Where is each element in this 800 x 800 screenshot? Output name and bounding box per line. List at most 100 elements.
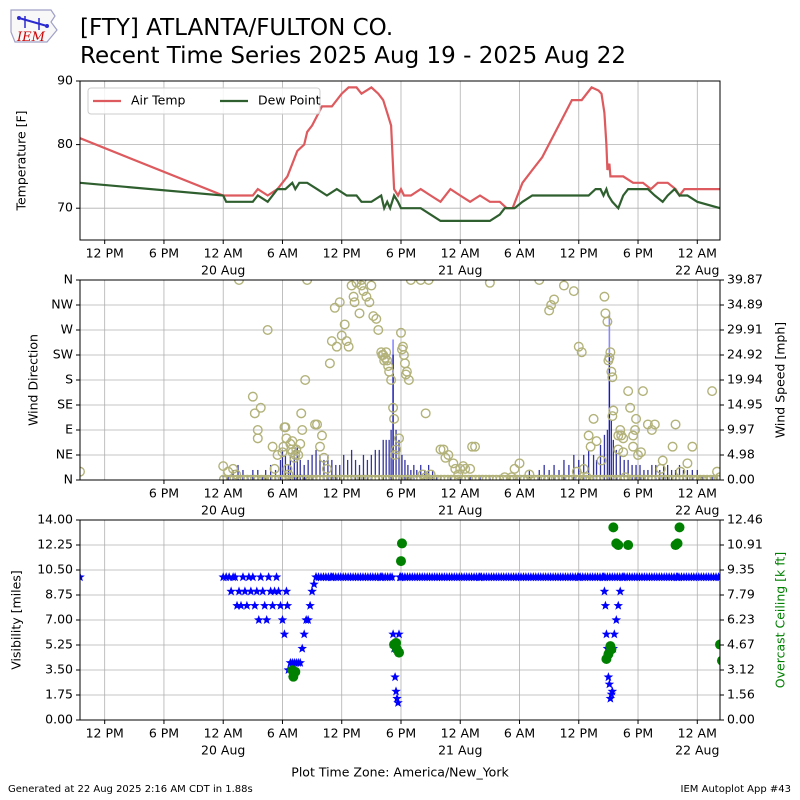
wind-direction-point	[386, 375, 397, 386]
y2-tick-label: 19.94	[727, 372, 763, 387]
visibility-point	[269, 586, 280, 596]
visibility-point	[327, 572, 337, 582]
wind-direction-point	[448, 458, 459, 469]
wind-direction-point	[616, 430, 627, 441]
wind-direction-point	[231, 469, 242, 480]
wind-direction-point	[420, 408, 431, 419]
visibility-point	[599, 586, 610, 596]
visibility-point	[244, 572, 254, 582]
wind-direction-point	[356, 280, 367, 291]
overcast-ceiling-point	[396, 538, 407, 549]
x-tick-label: 12 AM	[441, 486, 480, 501]
wind-direction-point	[383, 361, 394, 372]
wind-direction-point	[331, 341, 342, 352]
logo-text: IEM	[16, 30, 46, 45]
wind-direction-point	[390, 450, 401, 461]
wind-direction-point	[499, 472, 510, 480]
visibility-point	[376, 572, 386, 582]
visibility-point	[232, 600, 242, 610]
visibility-point	[715, 572, 720, 582]
wind-direction-point	[262, 325, 273, 336]
wind-direction-point	[366, 280, 377, 291]
wind-direction-point	[339, 319, 350, 330]
y-tick-label: 80	[57, 136, 73, 151]
visibility-point	[80, 572, 85, 582]
wind-direction-point	[628, 441, 639, 452]
wind-direction-point	[249, 408, 260, 419]
visibility-point	[605, 693, 616, 703]
x-tick-label: 12 AM	[204, 486, 243, 501]
overcast-ceiling-point	[715, 639, 720, 650]
legend-box	[87, 87, 321, 115]
visibility-point	[615, 586, 625, 596]
visibility-point	[240, 586, 250, 596]
x-axis-label-timezone: Plot Time Zone: America/New_York	[291, 765, 509, 780]
x-tick-sublabel: 22 Aug	[675, 263, 719, 278]
wind-direction-point	[255, 402, 266, 413]
wind-direction-point	[613, 444, 624, 455]
wind-direction-point	[218, 461, 229, 472]
x-tick-label: 6 PM	[386, 726, 416, 741]
x-tick-label: 12 AM	[678, 246, 717, 261]
visibility-point	[388, 629, 398, 639]
wind-direction-point	[368, 311, 379, 322]
visibility-point	[242, 600, 252, 610]
visibility-point	[598, 572, 609, 582]
y-tick-label: 14.00	[37, 512, 73, 527]
y2-tick-label: 4.98	[727, 447, 755, 462]
y2-tick-label: 9.35	[727, 562, 755, 577]
y2-tick-label: 6.23	[727, 612, 755, 627]
wind-direction-point	[364, 297, 375, 308]
wind-direction-point	[334, 297, 345, 308]
wind-direction-point	[341, 336, 352, 347]
wind-direction-point	[682, 458, 693, 469]
visibility-marks	[80, 522, 720, 707]
visibility-point	[224, 572, 234, 582]
visibility-point	[390, 672, 400, 682]
chart-title-line2: Recent Time Series 2025 Aug 19 - 2025 Au…	[80, 43, 627, 69]
wind-direction-point	[371, 313, 382, 324]
wind-direction-point	[346, 280, 357, 291]
x-tick-label: 12 PM	[560, 246, 598, 261]
wind-direction-point	[546, 300, 557, 311]
wind-direction-point	[300, 375, 311, 386]
plot-frame	[79, 519, 721, 721]
visibility-point	[307, 586, 317, 596]
visibility-point	[611, 615, 622, 624]
wind-direction-point	[623, 386, 634, 397]
visibility-point	[236, 600, 246, 610]
wind-direction-point	[670, 419, 681, 430]
wind-direction-point	[373, 325, 384, 336]
visibility-point	[392, 693, 402, 703]
y2-tick-label: 1.56	[727, 687, 755, 702]
visibility-point	[295, 657, 305, 667]
wind-direction-point	[315, 441, 326, 452]
x-tick-label: 6 PM	[149, 486, 179, 501]
y-tick-label: 90	[57, 73, 73, 88]
wind-direction-point	[514, 458, 525, 469]
wind-direction-point	[283, 469, 294, 480]
wind-direction-point	[228, 463, 239, 474]
wind-direction-point	[465, 463, 476, 474]
y2-tick-label: 34.89	[727, 297, 763, 312]
wind-direction-point	[620, 472, 631, 480]
x-tick-label: 6 AM	[267, 486, 298, 501]
dew-point-line	[80, 180, 720, 222]
overcast-ceiling-point	[394, 647, 405, 658]
y-tick-label: 10.50	[37, 562, 73, 577]
x-tick-label: 6 AM	[267, 726, 298, 741]
x-tick-label: 12 PM	[323, 726, 361, 741]
x-tick-label: 6 PM	[623, 486, 653, 501]
wind-direction-point	[382, 355, 393, 366]
visibility-point	[393, 697, 403, 707]
wind-direction-point	[568, 286, 579, 297]
visibility-point	[305, 600, 315, 610]
y-tick-label: N	[64, 472, 73, 487]
wind-direction-point	[600, 308, 611, 319]
wind-direction-point	[384, 366, 395, 377]
x-tick-label: 6 PM	[386, 246, 416, 261]
wind-direction-point	[403, 375, 414, 386]
visibility-point	[600, 600, 611, 610]
visibility-point	[282, 600, 293, 610]
